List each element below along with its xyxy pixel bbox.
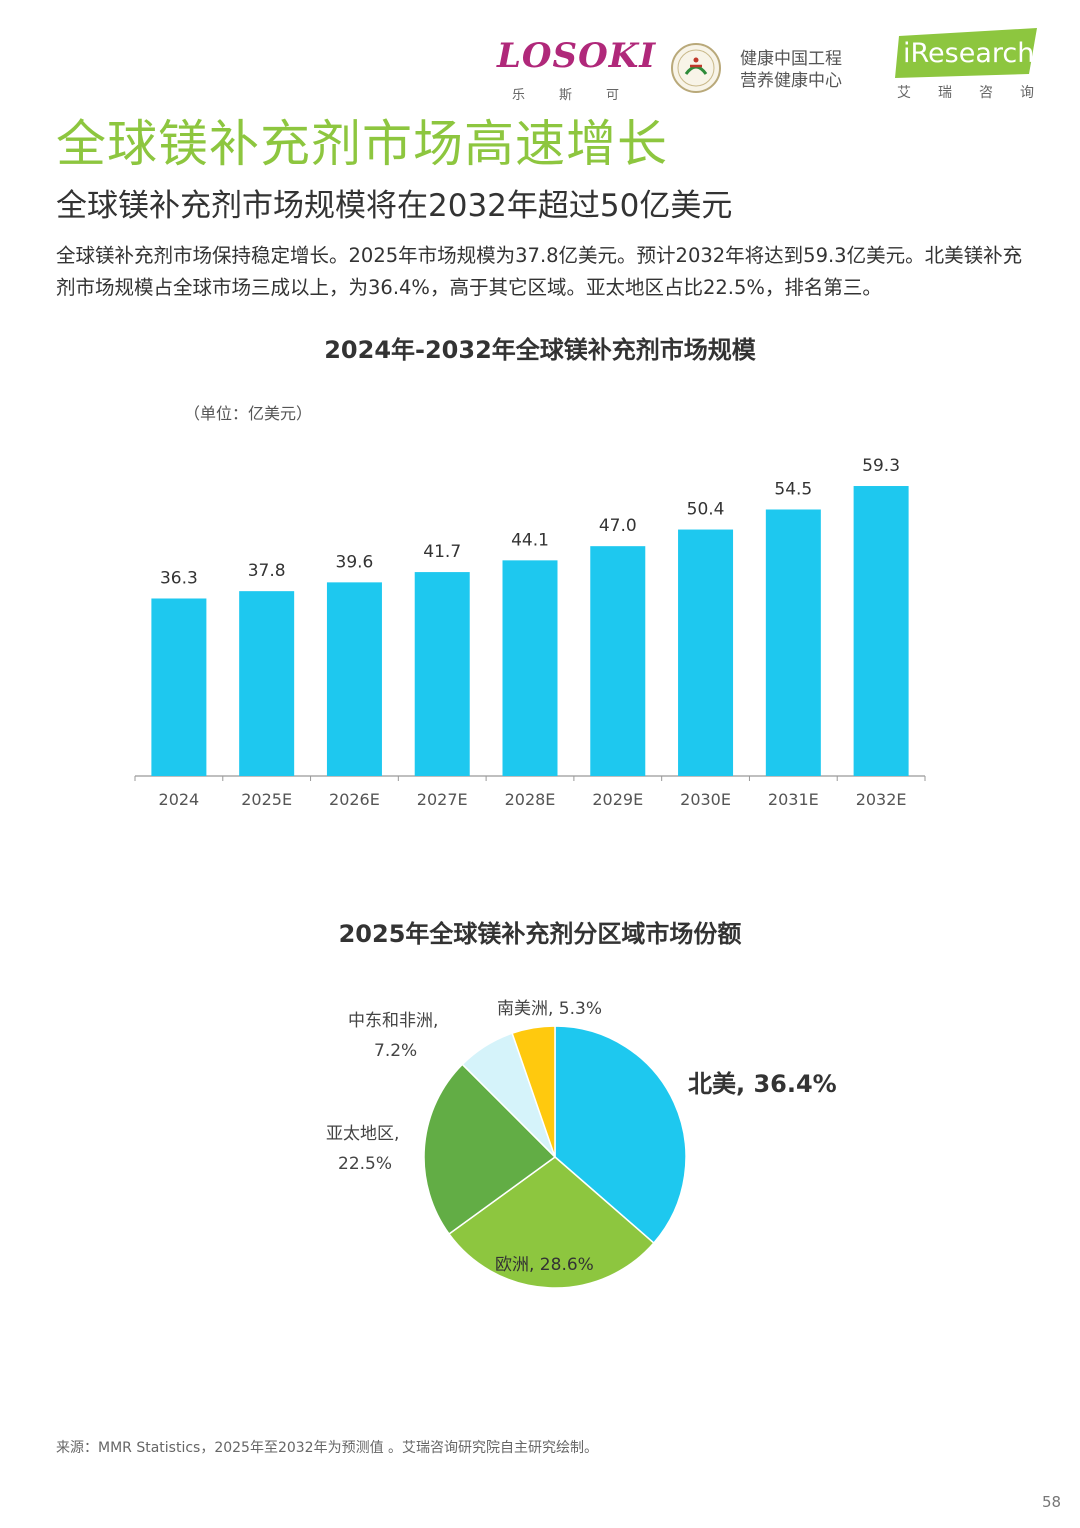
pie-slice [511,1025,556,1158]
bar-value-label: 39.6 [336,552,374,572]
bar-chart-title: 2024年-2032年全球镁补充剂市场规模 [324,336,756,364]
page-description: 全球镁补充剂市场保持稳定增长。2025年市场规模为37.8亿美元。预计2032年… [56,244,1023,299]
bar [853,486,909,776]
pie-label-mea-value: 7.2% [374,1041,417,1061]
source-note: 来源：MMR Statistics，2025年至2032年为预测值 。艾瑞咨询研… [56,1440,599,1456]
pie-slice [423,1063,557,1236]
iresearch-logo-text: iResearch [903,38,1034,69]
iresearch-logo-banner [895,28,1037,78]
bar [502,560,558,776]
losoki-logo: LOSOKI [497,36,657,76]
iresearch-logo: iResearch [895,28,1037,78]
page-subtitle: 全球镁补充剂市场规模将在2032年超过50亿美元 [56,188,733,224]
pie-label-apac-value: 22.5% [338,1154,392,1174]
pie-label-south-america: 南美洲, 5.3% [497,999,602,1019]
health-center-line2: 营养健康中心 [740,71,842,91]
bar [678,529,734,776]
x-tick-label: 2030E [680,790,731,809]
pie-label-apac-name: 亚太地区, [326,1124,399,1144]
pie-slice [447,1156,655,1289]
bar-value-label: 54.5 [774,479,812,499]
pie-chart-title: 2025年全球镁补充剂分区域市场份额 [338,920,742,948]
pie-label-europe: 欧洲, 28.6% [495,1255,594,1275]
health-center-seal-icon [671,43,721,93]
bar [151,598,207,776]
bar [414,572,470,776]
x-tick-label: 2028E [505,790,556,809]
pie-label-north-america: 北美, 36.4% [688,1070,837,1098]
bar-value-label: 44.1 [511,530,549,550]
pie-slices [423,1025,687,1289]
x-tick-label: 2029E [592,790,643,809]
bar-value-label: 41.7 [423,542,461,562]
page-number: 58 [1042,1493,1062,1511]
x-tick-label: 2031E [768,790,819,809]
bar-chart-unit: （单位：亿美元） [184,404,313,423]
x-tick-label: 2026E [329,790,380,809]
x-tick-label: 2027E [417,790,468,809]
pie-label-mea-name: 中东和非洲, [348,1011,438,1031]
bar-chart: 36.3 2024 37.8 2025E 39.6 2026E 41.7 2027E 44.1 2… [134,456,926,809]
bar [590,546,646,776]
bar [326,582,382,776]
iresearch-logo-cn: 艾瑞咨询 [897,85,1061,101]
bar-value-label: 36.3 [160,568,198,588]
x-tick-label: 2032E [856,790,907,809]
bar-value-label: 59.3 [862,456,900,476]
health-center-name: 健康中国工程 营养健康中心 [740,48,842,92]
x-tick-label: 2024 [159,790,200,809]
pie-slice [554,1025,687,1245]
bar-value-label: 47.0 [599,516,637,536]
x-tick-label: 2025E [241,790,292,809]
page-title: 全球镁补充剂市场高速增长 [56,115,668,173]
bar-value-label: 50.4 [687,500,725,520]
bar-value-label: 37.8 [248,561,286,581]
pie-chart: 南美洲, 5.3% 中东和非洲, 7.2% 北美, 36.4% 亚太地区, 22… [326,999,837,1289]
bar [239,591,295,776]
losoki-logo-cn: 乐斯可 [512,88,654,103]
health-center-line1: 健康中国工程 [740,49,842,69]
bar [765,509,821,776]
